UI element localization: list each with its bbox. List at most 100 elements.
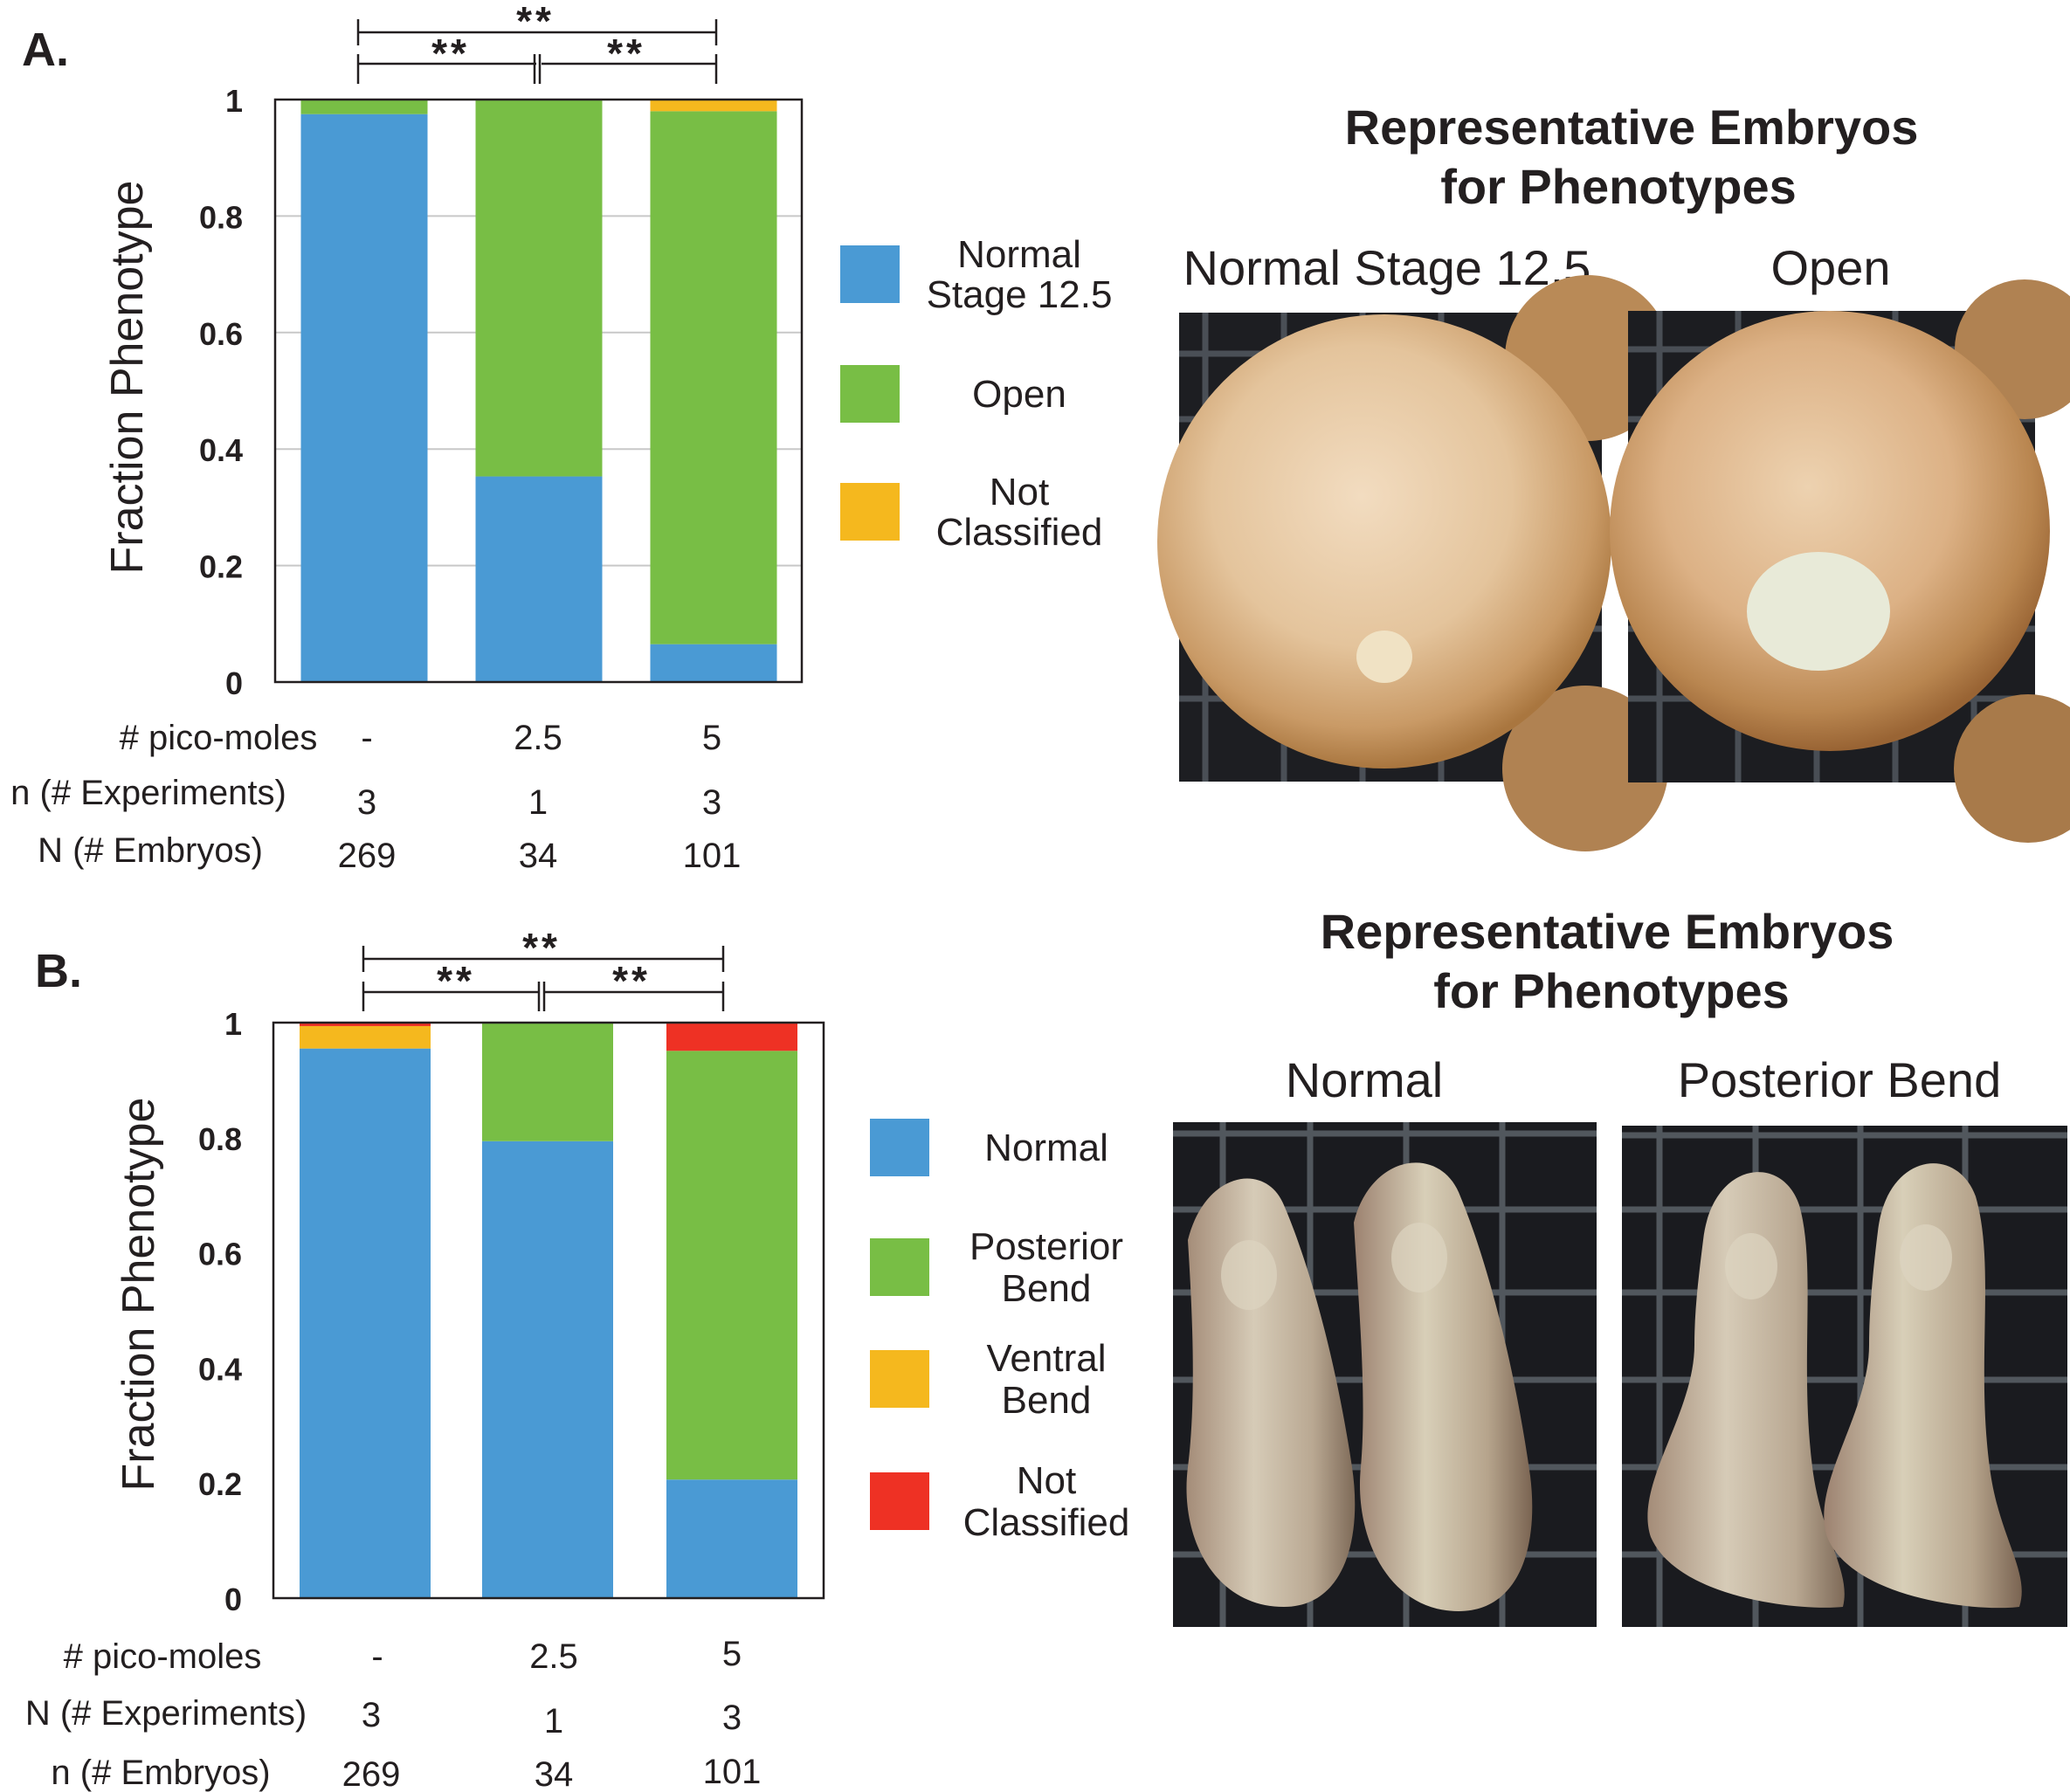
panel-b-sig-left: ** — [437, 958, 475, 1003]
panel-a-photo-caption: Normal Stage 12.5 — [1183, 240, 1591, 295]
panel-b-ytick-label: 1 — [224, 1006, 242, 1042]
panel-b-legend-label: Bend — [1002, 1379, 1092, 1422]
panel-a-legend-swatch — [840, 365, 900, 423]
panel-a-heading: Representative Embryos — [1345, 100, 1919, 155]
panel-a-heading: for Phenotypes — [1440, 159, 1797, 214]
panel-b-legend-label: Not — [1017, 1459, 1076, 1502]
panel-a-cell: 3 — [357, 783, 376, 822]
panel-b-legend-label: Normal — [984, 1127, 1108, 1169]
panel-b-photo-caption: Normal — [1286, 1052, 1443, 1107]
panel-a-cell: 2.5 — [514, 719, 562, 757]
panel-a-ytick-label: 0.2 — [199, 549, 243, 585]
panel-b-bar-segment — [300, 1025, 431, 1049]
panel-a-bar-segment — [650, 111, 777, 644]
panel-a-row-label: N (# Embryos) — [38, 831, 263, 870]
panel-a-bar-segment — [650, 100, 777, 112]
panel-a-cell: 3 — [702, 783, 721, 822]
panel-a-legend-swatch — [840, 245, 900, 303]
panel-b-cell: 2.5 — [529, 1637, 578, 1676]
panel-b-table: # pico-moles N (# Experiments) n (# Embr… — [25, 1635, 762, 1792]
panel-b-legend-swatch — [870, 1119, 929, 1176]
panel-a-row-label: n (# Experiments) — [10, 774, 286, 812]
panel-b-cell: - — [371, 1637, 383, 1676]
panel-a-table: # pico-moles n (# Experiments) N (# Embr… — [10, 719, 741, 875]
panel-b-cell: 269 — [342, 1755, 401, 1792]
panel-a-ytick-label: 1 — [225, 83, 243, 119]
panel-b-legend-label: Ventral — [987, 1337, 1107, 1380]
panel-b-row-label: N (# Experiments) — [25, 1694, 307, 1733]
panel-a-bar-segment — [475, 100, 603, 477]
panel-a-sig-right: ** — [607, 31, 645, 76]
panel-a-cell: - — [361, 719, 372, 757]
panel-a-cell: 101 — [683, 837, 742, 875]
panel-b-bar-segment — [482, 1023, 613, 1141]
panel-a-bar-segment — [475, 476, 603, 682]
panel-b-letter: B. — [35, 945, 82, 997]
panel-a-legend-swatch — [840, 483, 900, 541]
panel-b-bar-segment — [482, 1141, 613, 1598]
panel-b-plot-frame — [272, 1021, 825, 1600]
panel-b-photo-caption: Posterior Bend — [1678, 1052, 2001, 1107]
panel-b-bar-segment — [666, 1023, 797, 1051]
panel-a-sig-left: ** — [431, 31, 470, 76]
panel-b-cell: 3 — [362, 1696, 381, 1734]
panel-a-bar-segment — [300, 114, 428, 683]
panel-b-bar-segment — [300, 1048, 431, 1598]
panel-a-legend-label: Stage 12.5 — [927, 273, 1113, 316]
panel-b-sig-right: ** — [612, 958, 651, 1003]
panel-a-cell: 34 — [519, 837, 558, 875]
panel-b-legend-label: Classified — [963, 1501, 1130, 1544]
panel-b-chart: 0 0.2 0.4 0.6 0.8 1 — [198, 1006, 825, 1617]
panel-a-legend-label: Normal — [957, 233, 1081, 276]
panel-a-cell: 5 — [702, 719, 721, 757]
panel-b-heading: for Phenotypes — [1433, 963, 1790, 1018]
panel-b-heading: Representative Embryos — [1321, 904, 1894, 959]
panel-a-ytick-label: 0.6 — [199, 316, 243, 352]
panel-b-cell: 34 — [535, 1755, 574, 1792]
embryo-photo-open — [1610, 279, 2070, 843]
panel-b-cell: 5 — [722, 1635, 742, 1673]
panel-a-ytick-label: 0 — [225, 665, 243, 701]
panel-b-bar-segment — [300, 1023, 431, 1026]
panel-b-ytick-label: 0.4 — [198, 1351, 242, 1387]
panel-a-bar-segment — [300, 100, 428, 114]
panel-a-legend-label: Not — [990, 471, 1049, 513]
panel-b-cell: 1 — [544, 1702, 563, 1740]
panel-b-row-label: # pico-moles — [64, 1637, 262, 1676]
panel-a-photo-caption: Open — [1771, 240, 1891, 295]
panel-a-plot-frame — [273, 98, 804, 684]
embryo-photo-normal-stage — [1157, 275, 1671, 851]
panel-b-ylabel: Fraction Phenotype — [114, 1098, 164, 1492]
panel-b-legend-swatch — [870, 1238, 929, 1296]
panel-b-ytick-label: 0 — [224, 1582, 242, 1617]
panel-a-cell: 1 — [528, 783, 548, 822]
panel-a-ytick-label: 0.4 — [199, 432, 243, 468]
panel-b-legend: NormalPosteriorBendVentralBendNotClassif… — [870, 1119, 1129, 1544]
panel-b-sig-outer: ** — [522, 925, 561, 970]
panel-b-bar-segment — [666, 1479, 797, 1598]
panel-b-row-label: n (# Embryos) — [51, 1754, 270, 1792]
panel-b-legend-label: Bend — [1002, 1267, 1092, 1310]
panel-a-bar-segment — [650, 644, 777, 682]
panel-a-letter: A. — [22, 24, 69, 76]
panel-b-legend-swatch — [870, 1350, 929, 1408]
panel-b-cell: 3 — [722, 1699, 742, 1737]
panel-b-ytick-label: 0.2 — [198, 1466, 242, 1502]
panel-b-bar-segment — [666, 1051, 797, 1480]
panel-a-ytick-label: 0.8 — [199, 199, 243, 235]
panel-b-ytick-label: 0.8 — [198, 1121, 242, 1157]
panel-a-legend-label: Open — [972, 373, 1066, 416]
panel-a-ylabel: Fraction Phenotype — [102, 181, 153, 575]
embryo-photo-posterior-bend — [1622, 1126, 2067, 1627]
panel-b-legend-label: Posterior — [969, 1225, 1123, 1268]
panel-a-legend-label: Classified — [936, 511, 1103, 554]
panel-b-cell: 101 — [703, 1753, 762, 1791]
panel-a-cell: 269 — [338, 837, 397, 875]
panel-b-significance — [362, 946, 725, 1011]
panel-a-row-label: # pico-moles — [120, 719, 318, 757]
panel-b-legend-swatch — [870, 1472, 929, 1530]
panel-b-ytick-label: 0.6 — [198, 1237, 242, 1272]
panel-a-sig-outer: ** — [516, 0, 555, 44]
